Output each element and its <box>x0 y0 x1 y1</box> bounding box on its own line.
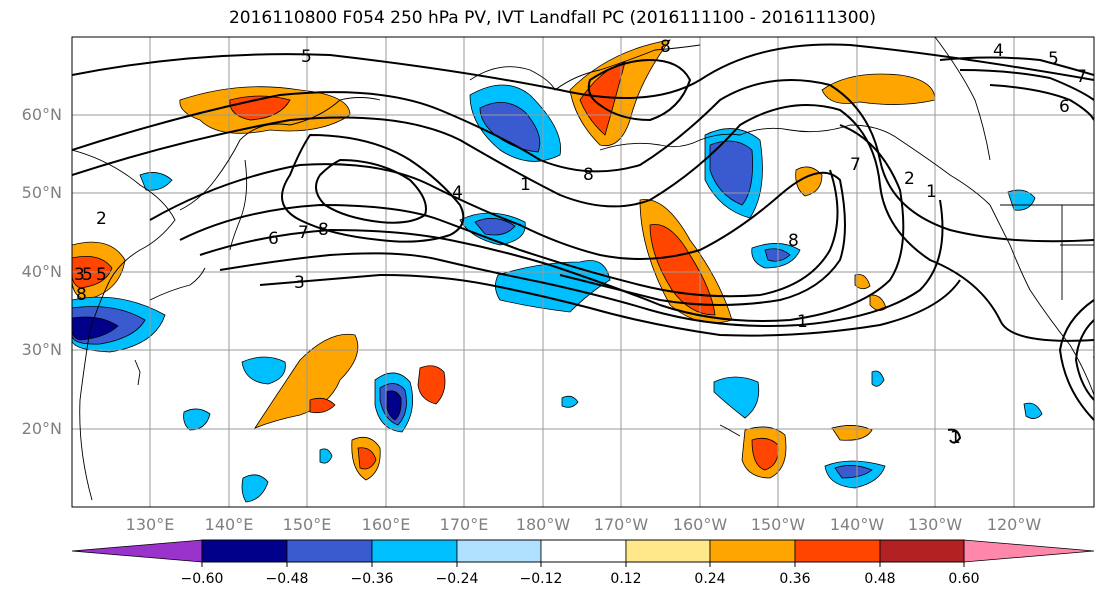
negative-anomaly-area <box>1023 402 1043 419</box>
negative-anomaly-area <box>139 172 173 191</box>
colorbar-tick-label: 0.24 <box>694 571 726 587</box>
colorbar-tick-label: −0.36 <box>350 571 394 587</box>
lat-tick-label: 30°N <box>21 340 62 359</box>
negative-anomaly-area <box>871 370 885 387</box>
colorbar <box>71 539 1095 563</box>
negative-anomaly-area <box>72 316 119 341</box>
coastlines <box>72 37 1094 501</box>
colorbar-tick-label: −0.60 <box>180 571 224 587</box>
contour-label: 3 <box>294 273 305 293</box>
negative-anomaly-area <box>241 474 269 503</box>
ivt-shading <box>72 39 1043 503</box>
contour-label: 7 <box>298 223 309 243</box>
contour-label: 5 <box>301 47 312 67</box>
lon-tick-label: 150°W <box>750 515 806 534</box>
contour-label: 5 <box>82 265 93 285</box>
contour-label: 8 <box>660 37 671 57</box>
colorbar-tick-label: 0.48 <box>864 571 896 587</box>
contour-label: 2 <box>96 209 107 229</box>
negative-anomaly-area <box>561 395 579 408</box>
negative-anomaly-area <box>385 390 402 421</box>
contour-label: 1 <box>797 312 808 332</box>
colorbar-tick-label: 0.12 <box>610 571 642 587</box>
colorbar-extend-high <box>963 539 1095 563</box>
positive-anomaly-area <box>751 437 779 471</box>
positive-anomaly-area <box>579 61 626 136</box>
colorbar-segment <box>456 539 542 563</box>
negative-anomaly-area <box>319 448 333 464</box>
lon-tick-label: 170°W <box>593 515 649 534</box>
contour-labels: 5 4 5 7 6 2 6 7 8 4 3 1 8 8 8 7 2 1 1 1 … <box>74 37 1103 448</box>
colorbar-segment <box>794 539 881 563</box>
colorbar-segment <box>709 539 796 563</box>
lon-tick-label: 180°W <box>515 515 571 534</box>
lat-tick-label: 40°N <box>21 262 62 281</box>
colorbar-tick-label: 0.60 <box>948 571 980 587</box>
contour-label: 1 <box>520 175 531 195</box>
lat-tick-label: 50°N <box>21 183 62 202</box>
colorbar-segment <box>625 539 711 563</box>
contour-label: 8 <box>788 231 799 251</box>
positive-anomaly-area <box>309 397 336 414</box>
negative-anomaly-area <box>713 376 760 419</box>
colorbar-segment <box>201 539 288 563</box>
contour-label: 6 <box>268 229 279 249</box>
pv-contours <box>72 43 1094 444</box>
lon-tick-label: 120°W <box>986 515 1042 534</box>
contour-label: 4 <box>452 183 463 203</box>
lon-tick-label: 130°E <box>125 515 175 534</box>
contour-label: 4 <box>993 41 1004 61</box>
colorbar-segment <box>540 539 627 563</box>
colorbar-tick-label: 0.36 <box>779 571 811 587</box>
contour-label: 2 <box>904 169 915 189</box>
colorbar-segment <box>286 539 373 563</box>
map-frame <box>71 36 1095 508</box>
colorbar-segment <box>879 539 965 563</box>
contour-label: 1 <box>950 428 961 448</box>
colorbar-tick-label: −0.12 <box>519 571 563 587</box>
lon-tick-label: 130°W <box>907 515 963 534</box>
lat-tick-label: 60°N <box>21 105 62 124</box>
negative-anomaly-area <box>183 408 211 431</box>
contour-label: 7 <box>1076 67 1087 87</box>
contour-label: 5 <box>96 265 107 285</box>
contour-label: 6 <box>1059 97 1070 117</box>
colorbar-segment <box>371 539 458 563</box>
lon-tick-label: 150°E <box>282 515 332 534</box>
map-panel: 5 4 5 7 6 2 6 7 8 4 3 1 8 8 8 7 2 1 1 1 … <box>72 37 1103 507</box>
colorbar-tick-label: −0.24 <box>435 571 479 587</box>
graticule <box>72 37 1094 507</box>
colorbar-tick-marks <box>201 562 965 567</box>
positive-anomaly-area <box>649 223 716 316</box>
figure-title: 2016110800 F054 250 hPa PV, IVT Landfall… <box>228 8 876 28</box>
contour-label: 8 <box>318 220 329 240</box>
contour-label: 1 <box>926 182 937 202</box>
lon-tick-label: 160°E <box>361 515 411 534</box>
negative-anomaly-area <box>709 140 753 206</box>
lat-tick-label: 20°N <box>21 419 62 438</box>
contour-label: 5 <box>1048 49 1059 69</box>
lon-tick-label: 170°E <box>439 515 489 534</box>
contour-label: 8 <box>583 165 594 185</box>
negative-anomaly-area <box>241 356 286 385</box>
colorbar-extend-low <box>71 539 203 563</box>
contour-label: 8 <box>76 285 87 305</box>
negative-anomaly-area <box>834 465 873 479</box>
lon-tick-label: 140°E <box>204 515 254 534</box>
contour-label: 7 <box>850 155 861 175</box>
positive-anomaly-area <box>417 365 446 405</box>
colorbar-tick-label: −0.48 <box>265 571 309 587</box>
negative-anomaly-area <box>474 217 516 236</box>
positive-anomaly-area <box>854 274 871 290</box>
positive-anomaly-area <box>357 447 377 470</box>
contour-label: 3 <box>74 265 85 285</box>
lon-tick-label: 140°W <box>829 515 885 534</box>
contour-label: 2 <box>1092 343 1103 363</box>
lon-tick-label: 160°W <box>672 515 728 534</box>
